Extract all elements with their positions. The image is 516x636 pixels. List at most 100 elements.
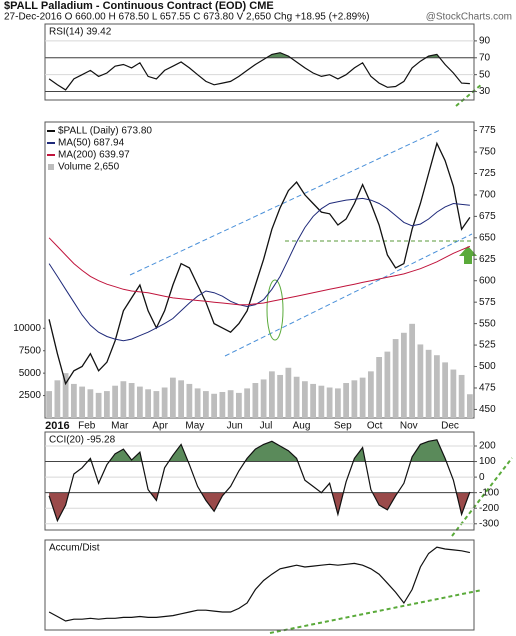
y-tick-label: 450 bbox=[479, 404, 496, 415]
volume-bar bbox=[466, 394, 473, 418]
volume-bar bbox=[268, 371, 275, 418]
panel-frame bbox=[44, 23, 475, 101]
x-tick-label: Feb bbox=[78, 421, 96, 432]
volume-bar bbox=[458, 374, 465, 418]
highlight-ellipse bbox=[266, 279, 284, 341]
volume-bar bbox=[277, 374, 284, 418]
volume-bar bbox=[293, 376, 300, 418]
y2-tick-label: 2500 bbox=[19, 390, 42, 401]
y-tick-label: -100 bbox=[479, 487, 499, 498]
volume-bar bbox=[318, 385, 325, 418]
volume-bar bbox=[202, 391, 209, 418]
y-tick-label: 550 bbox=[479, 318, 496, 329]
volume-bar bbox=[400, 332, 407, 418]
volume-bar bbox=[334, 388, 341, 418]
volume-bar bbox=[103, 391, 110, 418]
volume-bar bbox=[260, 379, 267, 418]
x-tick-label: Aug bbox=[293, 421, 311, 432]
overbought-fill bbox=[266, 52, 440, 58]
header-quote: 27-Dec-2016 O 660.00 H 678.50 L 657.55 C… bbox=[4, 12, 369, 23]
volume-bar bbox=[136, 386, 143, 418]
x-tick-label: Apr bbox=[152, 421, 168, 432]
indicator-line bbox=[48, 439, 471, 523]
y-tick-label: 625 bbox=[479, 254, 496, 265]
y-tick-label: 100 bbox=[479, 456, 496, 467]
y-tick-label: 90 bbox=[479, 36, 491, 47]
panel-frame bbox=[44, 431, 475, 531]
x-tick-label: Oct bbox=[367, 421, 383, 432]
volume-bar bbox=[433, 355, 440, 418]
x-tick-label: Nov bbox=[400, 421, 418, 432]
y-tick-label: 50 bbox=[479, 69, 491, 80]
panel-frame bbox=[44, 539, 475, 631]
rsi-trend bbox=[455, 83, 483, 107]
volume-bar bbox=[301, 381, 308, 418]
volume-bar bbox=[351, 380, 358, 418]
volume-bar bbox=[153, 391, 160, 418]
y-tick-label: 500 bbox=[479, 361, 496, 372]
volume-bar bbox=[87, 389, 94, 418]
y-tick-label: 650 bbox=[479, 232, 496, 243]
y2-tick-label: 10000 bbox=[13, 323, 41, 334]
legend-swatch bbox=[48, 164, 54, 170]
volume-bar bbox=[145, 389, 152, 418]
ad-trend bbox=[269, 589, 483, 634]
series-line bbox=[48, 237, 471, 306]
volume-bar bbox=[384, 351, 391, 418]
volume-bar bbox=[128, 383, 135, 418]
volume-bar bbox=[79, 386, 86, 418]
volume-bar bbox=[310, 383, 317, 418]
channel-lower bbox=[224, 233, 473, 357]
x-tick-label: 2016 bbox=[45, 420, 69, 432]
y-tick-label: 30 bbox=[479, 86, 491, 97]
volume-bar bbox=[161, 387, 168, 418]
panel-title: RSI(14) 39.42 bbox=[49, 27, 112, 38]
y-tick-label: 775 bbox=[479, 125, 496, 136]
volume-bar bbox=[186, 383, 193, 418]
volume-bar bbox=[235, 392, 242, 418]
legend-label: Volume 2,650 bbox=[58, 162, 120, 173]
y-tick-label: 575 bbox=[479, 297, 496, 308]
volume-bar bbox=[326, 387, 333, 418]
y-tick-label: 750 bbox=[479, 147, 496, 158]
oversold-fill bbox=[49, 492, 470, 521]
volume-bar bbox=[194, 388, 201, 418]
x-tick-label: Jul bbox=[260, 421, 273, 432]
series-line bbox=[48, 197, 470, 342]
volume-bar bbox=[367, 371, 374, 418]
volume-bar bbox=[178, 380, 185, 418]
volume-bar bbox=[62, 373, 69, 418]
channel-upper bbox=[129, 129, 441, 276]
volume-bar bbox=[425, 349, 432, 418]
y-tick-label: 725 bbox=[479, 168, 496, 179]
indicator-line bbox=[48, 546, 471, 622]
y2-tick-label: 5000 bbox=[19, 368, 42, 379]
annotations bbox=[129, 83, 513, 634]
y-tick-label: 0 bbox=[479, 472, 485, 483]
volume-bar bbox=[211, 393, 218, 418]
y-tick-label: 600 bbox=[479, 275, 496, 286]
volume-bar bbox=[70, 383, 77, 418]
volume-bar bbox=[169, 377, 176, 418]
volume-bar bbox=[450, 369, 457, 418]
legend-label: MA(200) 639.97 bbox=[58, 150, 130, 161]
volume-bar bbox=[54, 380, 61, 418]
panel-title: CCI(20) -95.28 bbox=[49, 435, 116, 446]
volume-bar bbox=[46, 391, 53, 418]
header-title: $PALL Palladium - Continuous Contract (E… bbox=[4, 0, 274, 12]
cci-trend bbox=[451, 457, 513, 537]
volume-bar bbox=[244, 388, 251, 418]
volume-bar bbox=[252, 383, 259, 418]
up-arrow bbox=[459, 246, 477, 264]
volume-bar bbox=[219, 391, 226, 418]
volume-bar bbox=[417, 344, 424, 418]
volume-bar bbox=[112, 385, 119, 418]
y-tick-label: 675 bbox=[479, 211, 496, 222]
x-tick-label: Dec bbox=[441, 421, 459, 432]
volume-bar bbox=[120, 381, 127, 418]
x-tick-label: Sep bbox=[334, 421, 352, 432]
volume-bar bbox=[343, 383, 350, 418]
oversold-fill bbox=[49, 91, 470, 92]
volume-bar bbox=[409, 323, 416, 418]
